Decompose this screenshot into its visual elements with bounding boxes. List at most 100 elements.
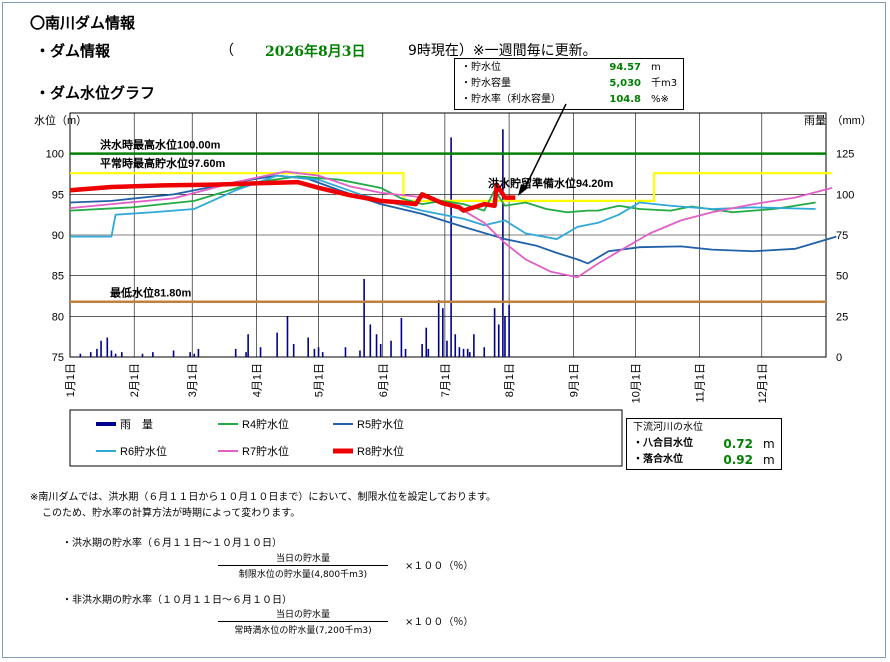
downstream-row: ・落合水位 0.92 m xyxy=(629,453,779,467)
x-tick-label: 3月1日 xyxy=(187,363,199,397)
rainfall-bar xyxy=(421,343,423,357)
legend-label: R5貯水位 xyxy=(357,417,404,431)
rainfall-bar xyxy=(390,340,392,357)
rate-unit: %※ xyxy=(651,94,669,105)
rainfall-bar xyxy=(79,353,82,357)
rainfall-bar xyxy=(379,343,382,357)
y2-axis-label: 雨量 （mm） xyxy=(804,114,872,127)
graph-label: ・ダム水位グラフ xyxy=(35,84,156,102)
rainfall-bar xyxy=(473,334,475,357)
nonflood-formula: 当日の貯水量 常時満水位の貯水量(7,200千m3) xyxy=(218,607,388,636)
rainfall-bar xyxy=(462,348,465,357)
rate-value: 104.8 xyxy=(609,94,641,105)
series-line-R7 xyxy=(69,170,833,279)
rainfall-bar xyxy=(504,316,506,357)
rainfall-bar xyxy=(96,348,98,357)
y2-tick-label: 125 xyxy=(836,149,854,161)
rainfall-bar xyxy=(276,332,278,357)
legend-label: R8貯水位 xyxy=(357,444,404,458)
rainfall-bar xyxy=(106,337,109,357)
series-line-R5 xyxy=(69,174,837,265)
normal-max-label: 平常時最高貯水位97.60m xyxy=(100,156,226,170)
x-tick-label: 1月1日 xyxy=(65,363,77,397)
flood-max-label: 洪水時最高水位100.00m xyxy=(100,138,221,152)
rainfall-bar xyxy=(458,347,461,357)
rainfall-bar xyxy=(317,347,320,357)
rainfall-bar xyxy=(359,350,361,357)
series-line-R6 xyxy=(70,174,816,240)
rainfall-bar xyxy=(152,352,154,357)
x-tick-label: 5月1日 xyxy=(314,363,326,397)
report-date: 2026年8月3日 xyxy=(265,44,366,60)
x-tick-label: 8月1日 xyxy=(504,363,516,397)
rainfall-bar xyxy=(454,334,457,357)
rainfall-bar xyxy=(259,347,262,357)
rainfall-bar xyxy=(493,308,496,357)
flood-numerator: 当日の貯水量 xyxy=(275,554,330,564)
x-tick-label: 7月1日 xyxy=(440,363,452,397)
nonflood-multiplier: ×１００（％） xyxy=(405,617,474,628)
rainfall-bar xyxy=(404,348,407,357)
downstream-box: 下流河川の水位 ・八合目水位 0.72 m ・落合水位 0.92 m xyxy=(626,418,782,470)
rainfall-bar xyxy=(483,347,486,357)
x-tick-label: 9月1日 xyxy=(568,363,580,397)
level-value: 94.57 xyxy=(609,62,641,73)
rainfall-bar xyxy=(110,350,113,357)
flood-multiplier: ×１００（％） xyxy=(405,561,474,572)
rainfall-bar xyxy=(193,353,196,357)
page-title: 〇南川ダム情報 xyxy=(30,14,136,32)
volume-unit: 千m3 xyxy=(651,78,678,89)
legend-label: R4貯水位 xyxy=(242,417,289,431)
ochiai-unit: m xyxy=(763,453,775,467)
rainfall-bar xyxy=(292,343,295,357)
rate-label: ・貯水率（利水容量） xyxy=(461,94,561,105)
rainfall-bar xyxy=(321,352,324,357)
downstream-title: 下流河川の水位 xyxy=(633,422,703,433)
rainfall-bar xyxy=(100,340,102,357)
rainfall-bar xyxy=(425,327,428,357)
rainfall-bar xyxy=(89,352,92,357)
rainfall-bar xyxy=(508,304,510,357)
rainfall-bar xyxy=(363,278,365,357)
ochiai-value: 0.92 xyxy=(723,453,753,467)
legend-label: 雨 量 xyxy=(120,418,153,431)
flood-period-title: ・洪水期の貯水率（６月１１日～１０月１０日） xyxy=(62,538,282,549)
annotations: 洪水時最高水位100.00m 平常時最高貯水位97.60m 洪水貯留準備水位94.2… xyxy=(100,103,614,300)
rainfall-bar xyxy=(369,324,372,357)
rainfall-bar xyxy=(189,352,191,357)
hachigome-unit: m xyxy=(763,437,775,451)
note-line-1: ※南川ダムでは、洪水期（６月１１日から１０月１０日まで）において、制限水位を設定… xyxy=(30,492,496,503)
series-line-R8 xyxy=(69,179,516,213)
rainfall-bar xyxy=(450,137,452,357)
y2-tick-label: 0 xyxy=(836,352,842,364)
rainfall-bar xyxy=(497,324,500,357)
rainfall-bar xyxy=(234,348,237,357)
flood-denominator: 制限水位の貯水量(4,800千m3) xyxy=(238,570,368,580)
x-tick-label: 6月1日 xyxy=(378,363,390,397)
current-arrow xyxy=(523,103,567,191)
arrow-head-icon xyxy=(518,184,528,196)
rainfall-bar xyxy=(245,352,247,357)
flood-prep-label: 洪水貯留準備水位94.20m xyxy=(488,176,614,190)
dam-info-label: ・ダム情報 xyxy=(35,42,111,60)
note-line-2: このため、貯水率の計算方法が時期によって変わります。 xyxy=(42,508,301,519)
rainfall-bar xyxy=(247,334,249,357)
series-lines xyxy=(69,170,837,279)
rainfall-bar xyxy=(307,337,309,357)
legend-box xyxy=(69,409,623,467)
y-tick-label: 90 xyxy=(52,230,64,242)
axis-ticks: 75 80 85 90 95 100 0 25 50 75 100 125 1月1日 2月1日 3月1日 4月… xyxy=(34,113,872,403)
x-tick-label: 10月1日 xyxy=(630,363,642,403)
y2-tick-label: 75 xyxy=(836,230,848,242)
rainfall-bar xyxy=(446,340,448,357)
dam-info-box: ・貯水位 94.57 m ・貯水容量 5,030 千m3 ・貯水率（利水容量） … xyxy=(454,58,685,110)
volume-label: ・貯水容量 xyxy=(461,78,511,89)
fraction-bar xyxy=(218,621,388,622)
min-level-label: 最低水位81.80m xyxy=(110,286,192,300)
rainfall-bar xyxy=(172,350,175,357)
nonflood-period-title: ・非洪水期の貯水率（１０月１１日～６月１０日） xyxy=(62,595,292,606)
x-tick-label: 4月1日 xyxy=(251,363,263,397)
x-tick-label: 11月1日 xyxy=(695,363,707,403)
chart-legend: 雨 量 R4貯水位 R5貯水位 R6貯水位 R7貯水位 R8貯水位 xyxy=(69,409,623,467)
